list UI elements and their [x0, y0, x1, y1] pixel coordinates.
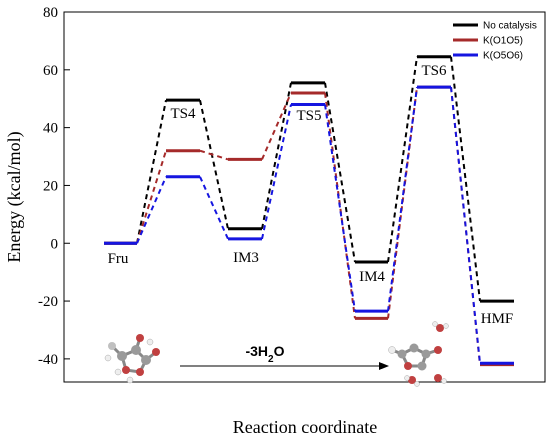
legend-label: K(O1O5) — [483, 36, 523, 47]
legend-label: No catalysis — [483, 21, 537, 32]
connector-line — [136, 176, 167, 244]
hmf-molecule-icon — [388, 321, 449, 387]
state-label: HMF — [481, 311, 514, 327]
fructose-molecule-icon — [104, 334, 160, 384]
y-tick-label: 60 — [43, 63, 58, 79]
state-label: TS5 — [296, 108, 321, 124]
legend: No catalysis K(O1O5) K(O5O6) — [453, 21, 537, 62]
legend-label: K(O5O6) — [483, 51, 523, 62]
connector-line — [199, 99, 229, 230]
state-label: Fru — [108, 251, 129, 267]
connector-line — [450, 56, 481, 302]
state-labels: Fru TS4 IM3 TS5 IM4 TS6 HMF — [108, 63, 514, 327]
y-tick-label: -20 — [38, 294, 58, 310]
y-tick-label: -40 — [38, 352, 58, 368]
series-1 — [104, 85, 514, 367]
connector-line — [324, 82, 356, 263]
connector-line — [387, 56, 418, 263]
connector-line — [136, 99, 167, 244]
connector-line — [387, 87, 418, 312]
state-label: IM4 — [359, 269, 385, 285]
y-tick-label: 40 — [43, 121, 58, 137]
connector-line — [324, 92, 356, 319]
connector-line — [199, 149, 229, 161]
y-tick-label: 0 — [51, 236, 59, 252]
state-label: IM3 — [233, 250, 259, 266]
y-axis: 80 60 40 20 0 -20 -40 — [38, 5, 70, 368]
connector-line — [450, 87, 481, 364]
y-tick-label: 20 — [43, 178, 58, 194]
connector-line — [261, 92, 292, 160]
water-loss-label: -3H2O — [245, 343, 284, 365]
state-label: TS4 — [170, 106, 196, 122]
y-axis-title: Energy (kcal/mol) — [4, 131, 25, 262]
state-label: TS6 — [421, 63, 447, 79]
plot-frame — [63, 11, 546, 383]
series-2 — [104, 85, 514, 365]
series-0 — [104, 55, 514, 303]
connector-line — [261, 104, 292, 240]
connector-line — [199, 176, 229, 240]
energy-profiles — [104, 55, 514, 367]
connector-line — [136, 150, 167, 244]
x-axis-title: Reaction coordinate — [233, 417, 377, 437]
y-tick-label: 80 — [43, 5, 58, 21]
connector-line — [324, 104, 356, 312]
connector-line — [261, 82, 292, 229]
